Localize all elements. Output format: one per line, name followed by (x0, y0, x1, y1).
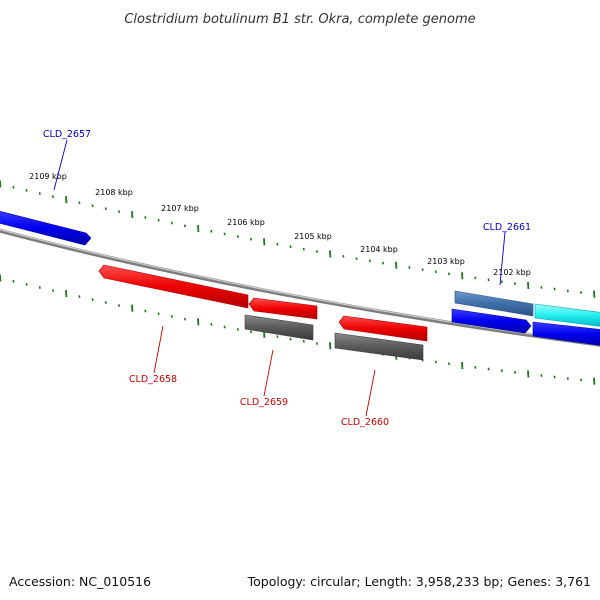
gene-block-gray[interactable] (244, 314, 314, 341)
gene-label-CLD_2661[interactable]: CLD_2661 (483, 222, 531, 233)
scale-tick-label: 2107 kbp (161, 204, 199, 213)
tick-rows (0, 180, 596, 385)
map-title: Clostridium botulinum B1 str. Okra, comp… (124, 12, 475, 27)
scale-tick-label: 2104 kbp (360, 245, 398, 254)
leader-line-CLD_2660 (365, 369, 376, 417)
accession-text: Accession: NC_010516 (9, 574, 151, 589)
genome-backbone-highlight (0, 229, 600, 345)
leader-line-CLD_2659 (263, 349, 274, 397)
gene-label-CLD_2659[interactable]: CLD_2659 (240, 397, 288, 408)
gene-arrow-reverse[interactable] (248, 297, 318, 320)
gene-CLD_2659[interactable] (244, 297, 318, 341)
gene-label-CLD_2660[interactable]: CLD_2660 (341, 417, 389, 428)
gene-block-blue[interactable] (532, 321, 600, 346)
gene-block-gray[interactable] (334, 332, 424, 361)
scale-tick-label: 2105 kbp (294, 232, 332, 241)
scale-tick-label: 2109 kbp (29, 172, 67, 181)
gene-block-cyan[interactable] (534, 303, 600, 327)
gene-CLD_2658[interactable] (98, 264, 249, 309)
gene-CLD_2661[interactable] (451, 290, 600, 346)
scale-tick-label: 2103 kbp (427, 257, 465, 266)
genome-summary-text: Topology: circular; Length: 3,958,233 bp… (247, 574, 591, 589)
gene-CLD_2657[interactable] (0, 210, 92, 246)
gene-CLD_2660[interactable] (334, 315, 428, 361)
genome-backbone (0, 228, 600, 347)
scale-tick-label: 2102 kbp (493, 268, 531, 277)
leader-line-CLD_2661 (499, 231, 506, 286)
leader-line-CLD_2658 (153, 325, 164, 374)
scale-tick-label: 2108 kbp (95, 188, 133, 197)
scale-labels: 2109 kbp 2108 kbp 2107 kbp 2106 kbp 2105… (29, 172, 531, 277)
gene-arrow-reverse[interactable] (98, 264, 249, 309)
gene-arrow-forward[interactable] (451, 308, 532, 334)
gene-arrow-reverse[interactable] (338, 315, 428, 342)
scale-tick-label: 2106 kbp (227, 218, 265, 227)
gene-label-CLD_2658[interactable]: CLD_2658 (129, 374, 177, 385)
gene-block-steel[interactable] (454, 290, 534, 317)
leader-line-CLD_2657 (53, 139, 68, 191)
gene-arrow-forward[interactable] (0, 210, 92, 246)
gene-label-CLD_2657[interactable]: CLD_2657 (43, 129, 91, 140)
